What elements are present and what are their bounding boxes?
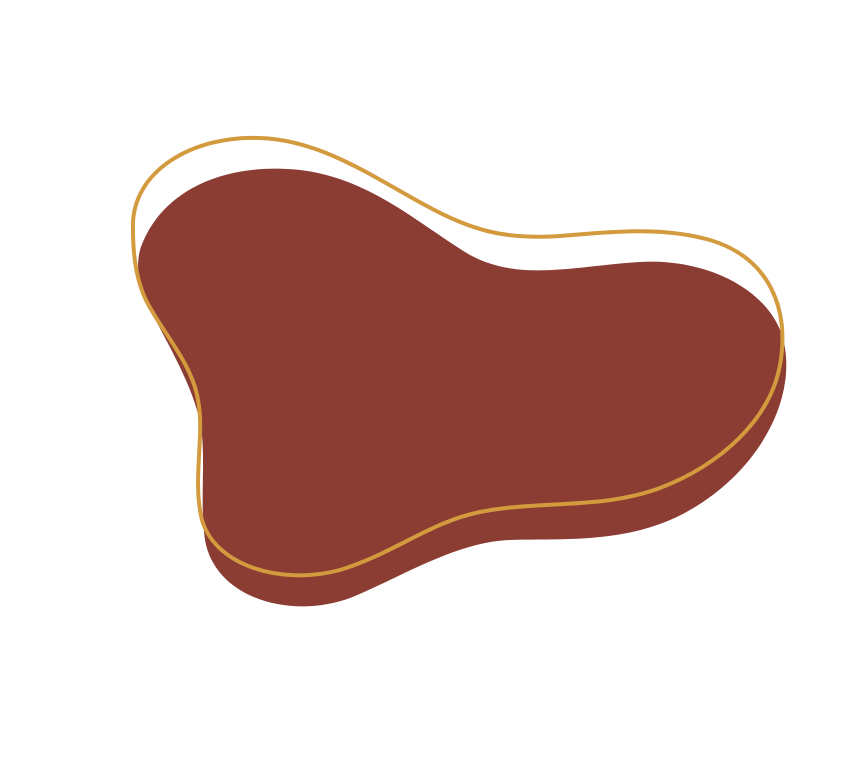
outline-blob-shape	[130, 135, 785, 578]
